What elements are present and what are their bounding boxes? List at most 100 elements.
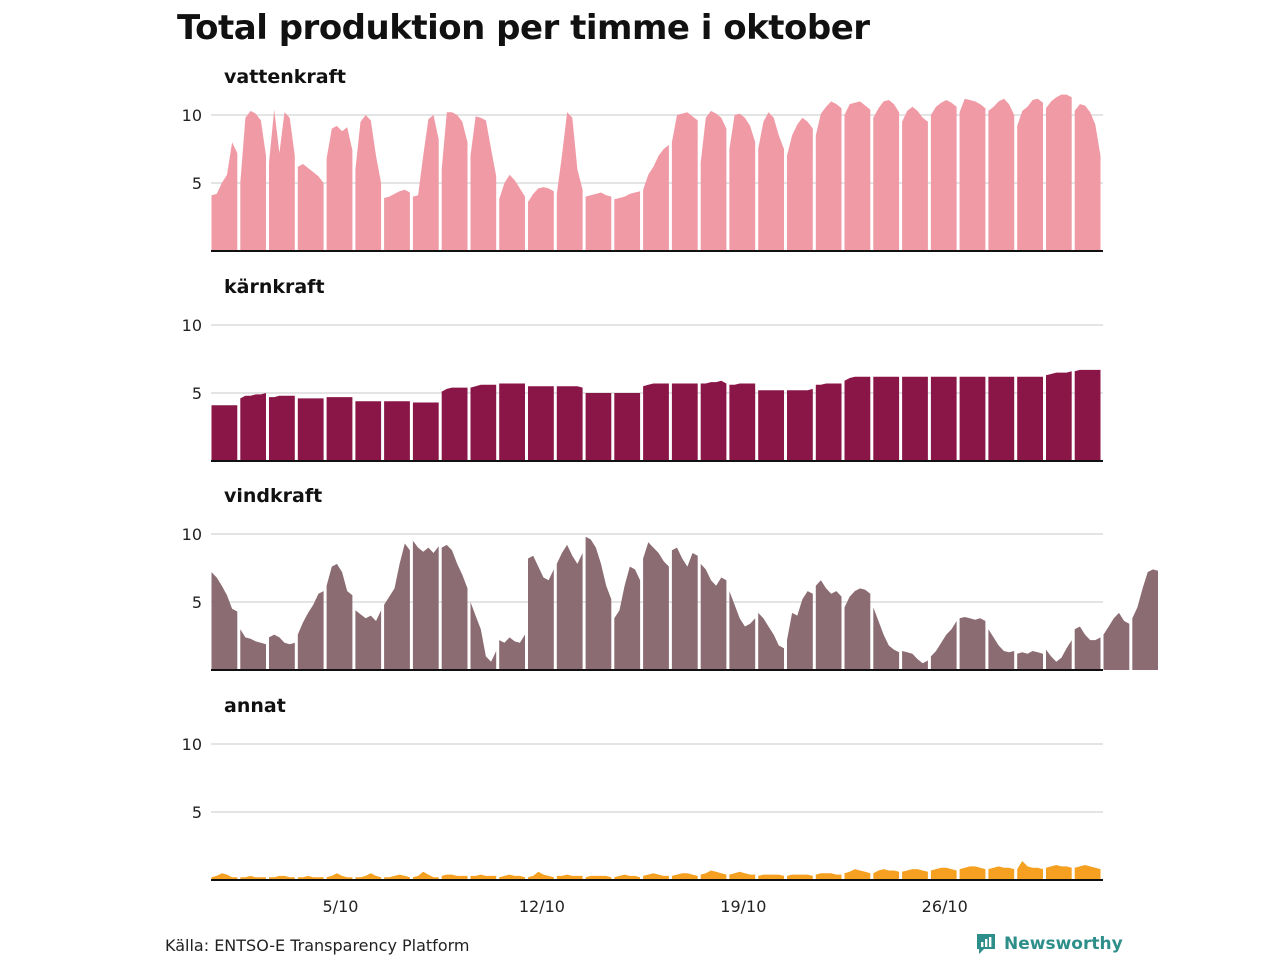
area-day-11 — [499, 383, 525, 461]
area-day-13 — [556, 874, 583, 880]
area-day-19 — [729, 113, 756, 251]
brand-logo[interactable]: Newsworthy — [975, 932, 1123, 956]
area-day-26 — [930, 621, 957, 670]
area-day-14 — [585, 875, 612, 880]
area-day-17 — [671, 873, 698, 880]
area-day-31 — [1074, 865, 1101, 880]
area-day-22 — [815, 580, 842, 670]
area-day-31 — [1074, 104, 1101, 251]
area-day-29 — [1017, 376, 1043, 461]
area-day-21 — [787, 874, 813, 880]
panel-label: vattenkraft — [224, 66, 346, 88]
area-day-12 — [528, 871, 554, 880]
area-day-10 — [470, 384, 497, 461]
area-day-6 — [355, 401, 382, 461]
area-day-8 — [412, 402, 439, 461]
area-day-28 — [988, 866, 1015, 880]
area-day-12 — [528, 187, 554, 251]
area-day-30 — [1046, 94, 1072, 251]
area-day-22 — [815, 383, 842, 461]
y-tick-label: 10 — [182, 316, 202, 335]
newsworthy-logo-icon — [977, 934, 995, 954]
panel-label: annat — [224, 695, 286, 717]
area-day-7 — [384, 189, 410, 251]
area-day-22 — [815, 101, 842, 252]
area-day-24 — [873, 376, 900, 461]
area-day-27 — [959, 617, 986, 670]
area-day-20 — [758, 612, 784, 670]
x-tick-label: 26/10 — [922, 897, 968, 916]
panel-label: kärnkraft — [224, 276, 325, 298]
area-day-20 — [758, 390, 784, 461]
area-day-1 — [211, 873, 238, 880]
area-day-29 — [1017, 651, 1043, 670]
area-day-20 — [758, 874, 784, 880]
area-day-26 — [930, 100, 957, 251]
area-day-24 — [873, 607, 900, 670]
area-day-16 — [643, 144, 669, 251]
area-day-29 — [1017, 98, 1043, 251]
area-day-25 — [902, 376, 928, 461]
area-day-2 — [240, 393, 266, 461]
x-tick-label: 12/10 — [519, 897, 565, 916]
area-day-31 — [1074, 626, 1101, 670]
area-day-21 — [787, 117, 813, 251]
y-tick-label: 5 — [192, 803, 202, 822]
area-day-7 — [384, 874, 410, 880]
area-day-17 — [671, 112, 698, 251]
area-day-19 — [729, 871, 756, 880]
panel-karnkraft: kärnkraft 5 10 — [182, 276, 1103, 462]
area-day-15 — [614, 874, 641, 880]
area-day-2 — [240, 629, 266, 670]
brand-name: Newsworthy — [1004, 934, 1123, 954]
area-day-22 — [815, 873, 842, 880]
area-day-18 — [700, 563, 727, 670]
area-day-18 — [700, 870, 727, 880]
area-day-21 — [787, 388, 813, 461]
area-day-20 — [758, 112, 784, 251]
y-tick-label: 5 — [192, 593, 202, 612]
area-day-15 — [614, 566, 641, 670]
area-day-3 — [269, 109, 295, 251]
area-day-25 — [902, 106, 928, 251]
area-day-15 — [614, 393, 641, 461]
area-day-12 — [528, 555, 554, 670]
source-note: Källa: ENTSO-E Transparency Platform — [165, 936, 470, 955]
area-day-30 — [1046, 371, 1072, 461]
area-day-11 — [499, 634, 525, 670]
chart-title: Total produktion per timme i oktober — [177, 8, 870, 48]
area-day-5 — [326, 397, 353, 461]
area-day-19 — [729, 383, 756, 461]
area-day-9 — [441, 544, 468, 670]
area-day-16 — [643, 873, 669, 880]
area-day-18 — [700, 110, 727, 252]
area-day-13 — [556, 112, 583, 251]
area-day-23 — [844, 588, 871, 670]
y-tick-label: 10 — [182, 106, 202, 125]
area-day-3 — [269, 634, 295, 670]
area-day-28 — [988, 629, 1015, 670]
area-day-10 — [470, 116, 497, 252]
area-day-3 — [269, 875, 295, 880]
area-day-3 — [269, 395, 295, 461]
area-day-4 — [297, 875, 324, 880]
area-day-28 — [988, 98, 1015, 251]
area-day-30 — [1046, 865, 1072, 880]
area-day-7 — [384, 543, 410, 670]
area-day-6 — [355, 873, 382, 880]
x-tick-label: 19/10 — [720, 897, 766, 916]
area-day-5 — [326, 125, 353, 251]
area-day-13 — [556, 544, 583, 670]
area-day-17 — [671, 547, 698, 670]
area-day-9 — [441, 112, 468, 251]
area-day-13 — [556, 386, 583, 461]
y-tick-label: 10 — [182, 735, 202, 754]
area-day-27 — [959, 98, 986, 251]
area-day-11 — [499, 174, 525, 251]
area-day-9 — [441, 874, 468, 880]
panel-annat: annat 5 10 — [182, 695, 1103, 881]
area-day-29 — [1017, 861, 1043, 880]
area-day-31 — [1074, 369, 1101, 461]
area-day-26 — [930, 867, 957, 880]
